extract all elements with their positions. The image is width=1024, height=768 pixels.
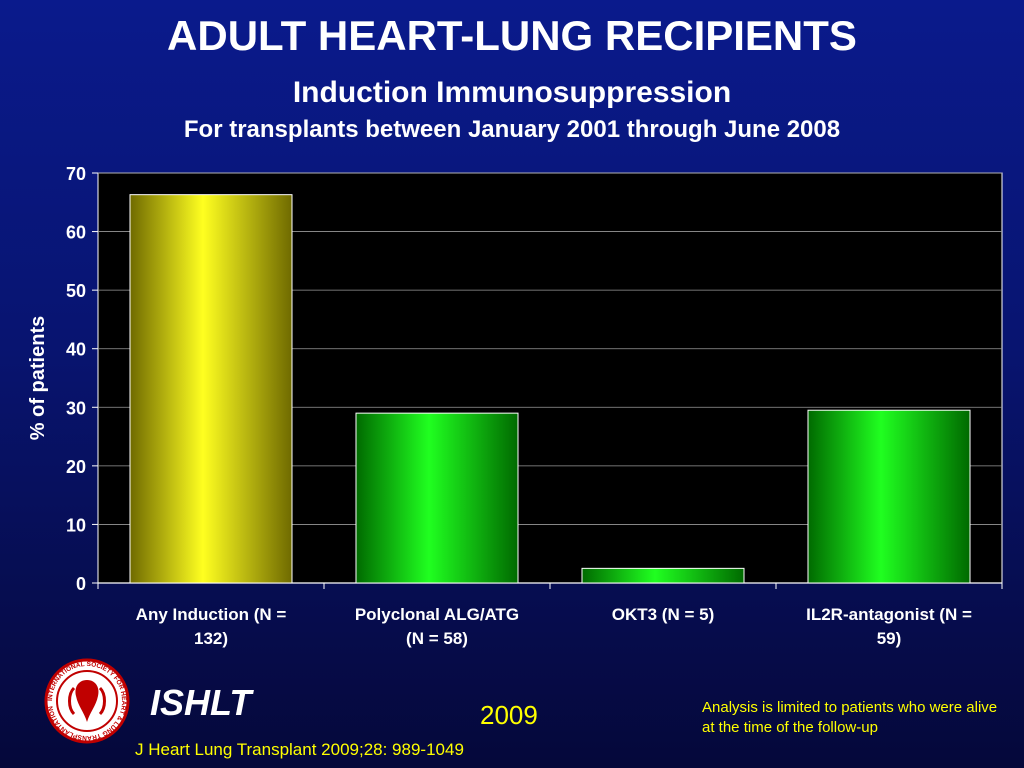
chart-date-range: For transplants between January 2001 thr…: [183, 116, 841, 143]
x-tick-label: IL2R-antagonist (N = 59): [806, 605, 972, 648]
year-label: 2009: [480, 700, 538, 730]
ishlt-logo: INTERNATIONAL SOCIETY FOR HEART & LUNG T…: [44, 658, 130, 744]
y-tick-label: 30: [66, 398, 86, 418]
bar: [807, 409, 971, 584]
x-tick-label: Any Induction (N = 132): [136, 605, 287, 648]
footnote: Analysis is limited to patients who were…: [702, 699, 998, 736]
chart-title: ADULT HEART-LUNG RECIPIENTS: [167, 12, 857, 59]
y-tick-label: 20: [66, 457, 86, 477]
citation: J Heart Lung Transplant 2009;28: 989-104…: [135, 740, 464, 759]
bar: [581, 567, 745, 584]
chart-subtitle: Induction Immunosuppression: [292, 76, 732, 109]
org-name: ISHLT: [150, 682, 252, 723]
bar: [355, 412, 519, 584]
y-tick-label: 60: [66, 223, 86, 243]
x-tick-label: Polyclonal ALG/ATG (N = 58): [355, 605, 519, 648]
y-tick-label: 0: [76, 574, 86, 594]
y-tick-label: 50: [66, 281, 86, 301]
y-tick-label: 10: [66, 515, 86, 535]
y-tick-label: 40: [66, 340, 86, 360]
x-tick-label: OKT3 (N = 5): [612, 605, 715, 624]
y-tick-label: 70: [66, 164, 86, 184]
bar-chart: 0 10 20 30 40 50 60 70 % of patients Any Inductio…: [27, 164, 1003, 648]
bar: [129, 194, 293, 584]
y-axis-label: % of patients: [27, 316, 49, 440]
